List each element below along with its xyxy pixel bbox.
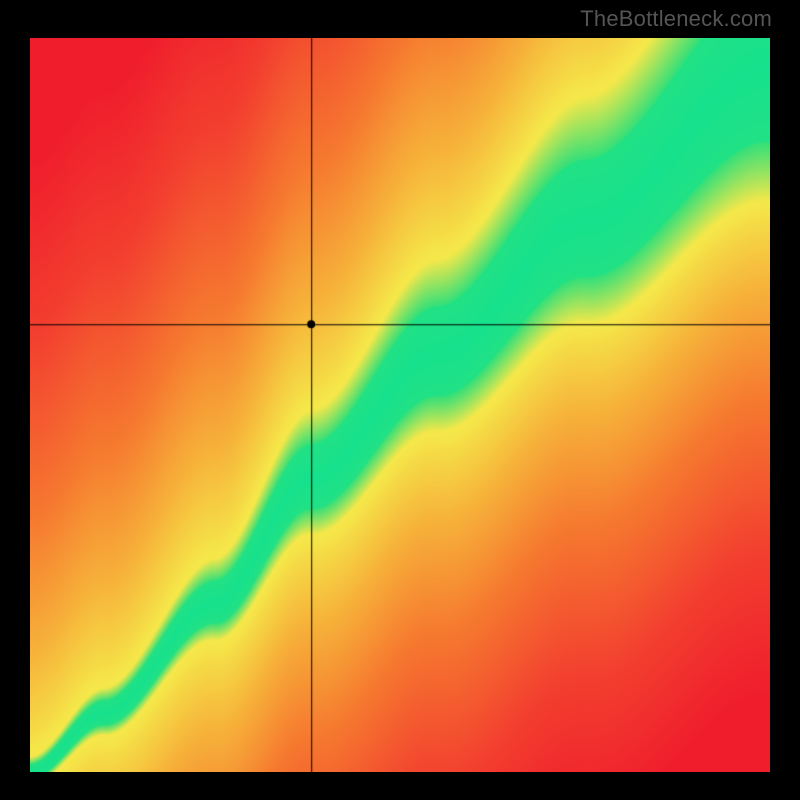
stage: TheBottleneck.com: [0, 0, 800, 800]
plot-area: [30, 38, 770, 772]
heatmap-canvas: [30, 38, 770, 772]
watermark-text: TheBottleneck.com: [580, 6, 772, 32]
